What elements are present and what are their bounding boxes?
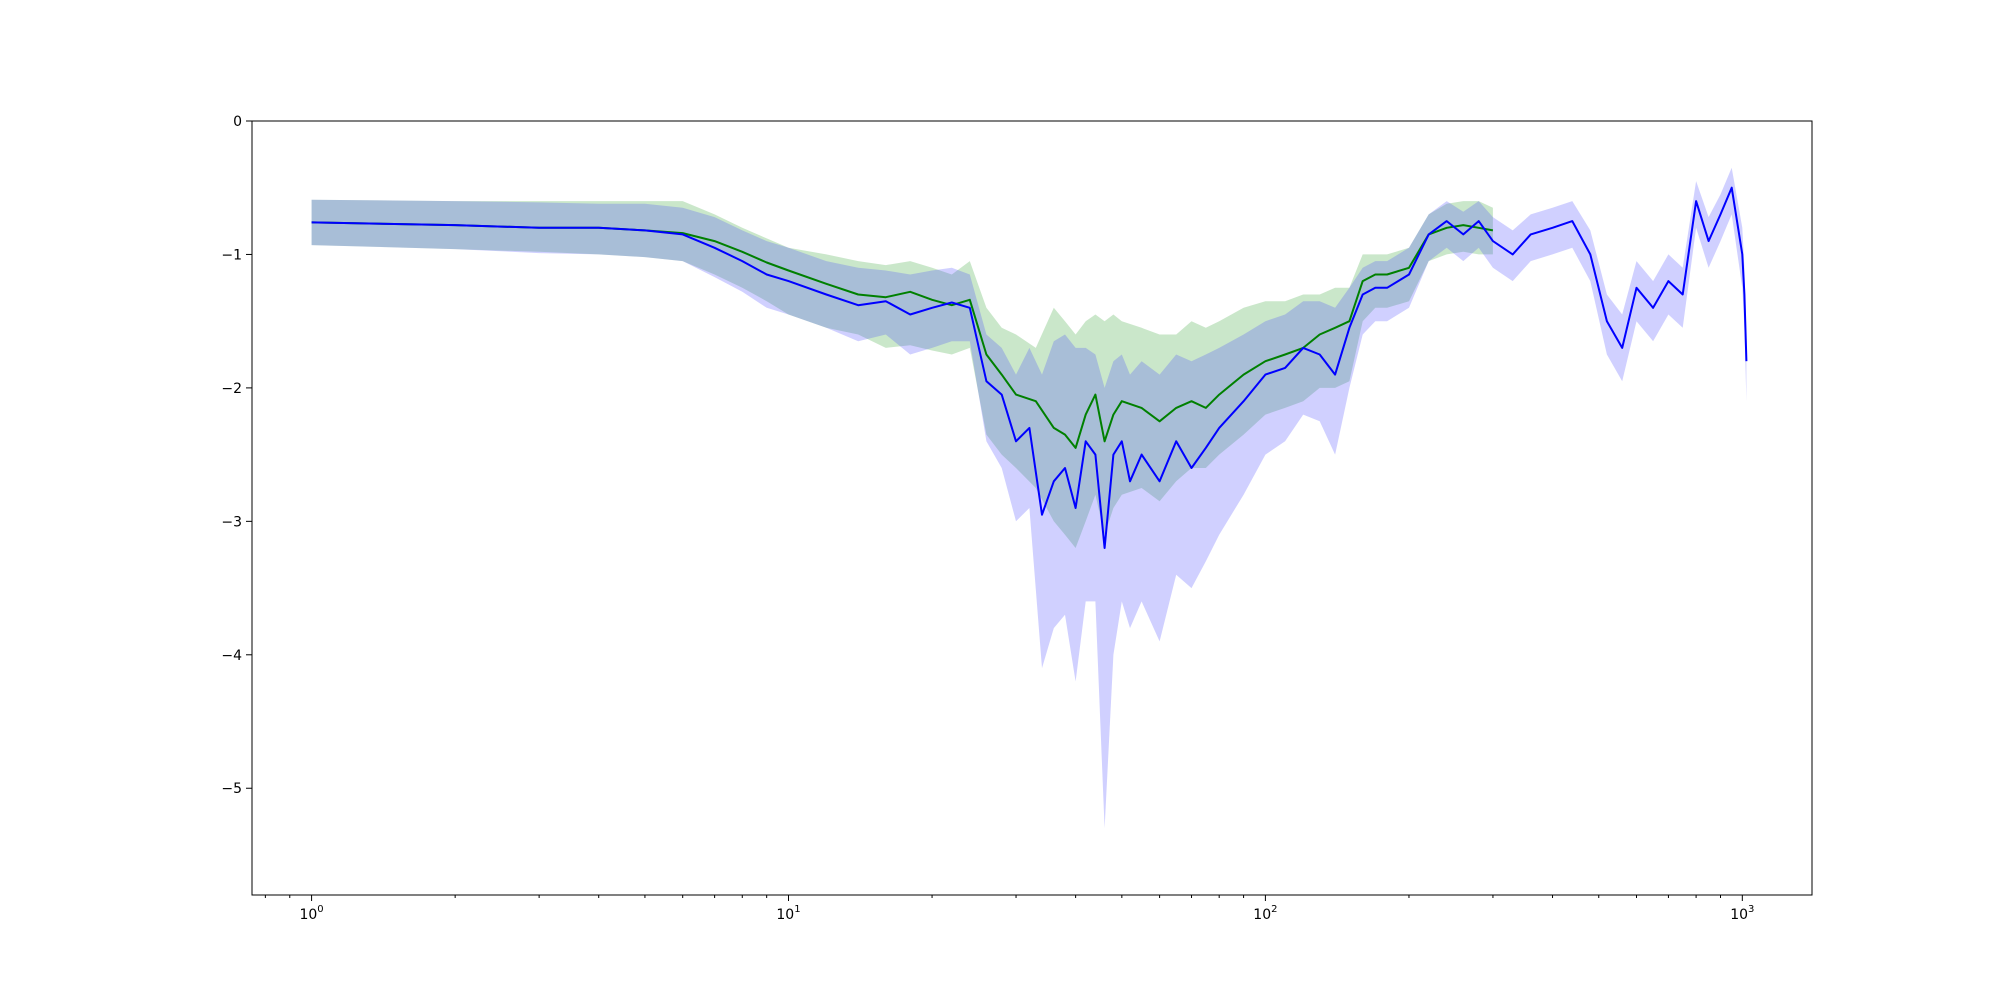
y-tick-label: −5	[221, 781, 242, 797]
series-2-line	[311, 186, 1748, 549]
x-tick-label: 103	[1730, 904, 1754, 923]
y-tick-label: −1	[221, 247, 242, 263]
y-tick-label: 0	[233, 114, 242, 130]
x-tick-label: 102	[1253, 904, 1277, 923]
series-2-confidence-band	[311, 167, 1747, 829]
y-tick-label: −2	[221, 381, 242, 397]
series-layer	[311, 167, 1748, 829]
x-tick-label: 100	[299, 904, 323, 923]
y-tick-label: −4	[221, 648, 242, 664]
y-tick-label: −3	[221, 514, 242, 530]
plot-area-frame	[251, 120, 1813, 896]
series-1-line	[311, 221, 1494, 449]
x-tick-label: 101	[776, 904, 800, 923]
axes-layer: 100 101 102 103 0 −1 −2 −3 −4 −5	[221, 114, 1754, 923]
